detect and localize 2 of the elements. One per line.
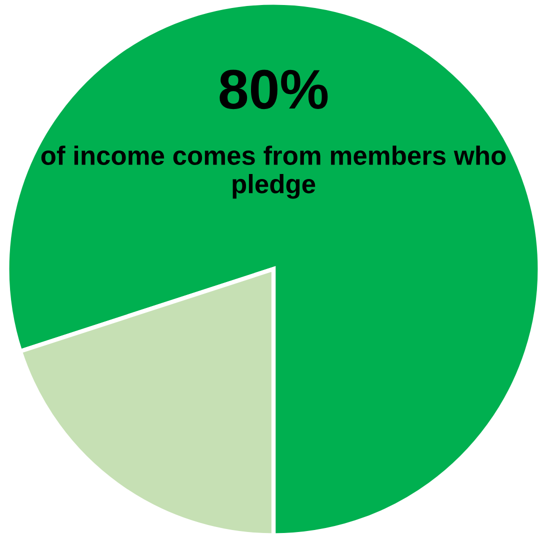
data-label: 80% [220,70,328,110]
text: of income comes from members who pledge [41,146,506,199]
